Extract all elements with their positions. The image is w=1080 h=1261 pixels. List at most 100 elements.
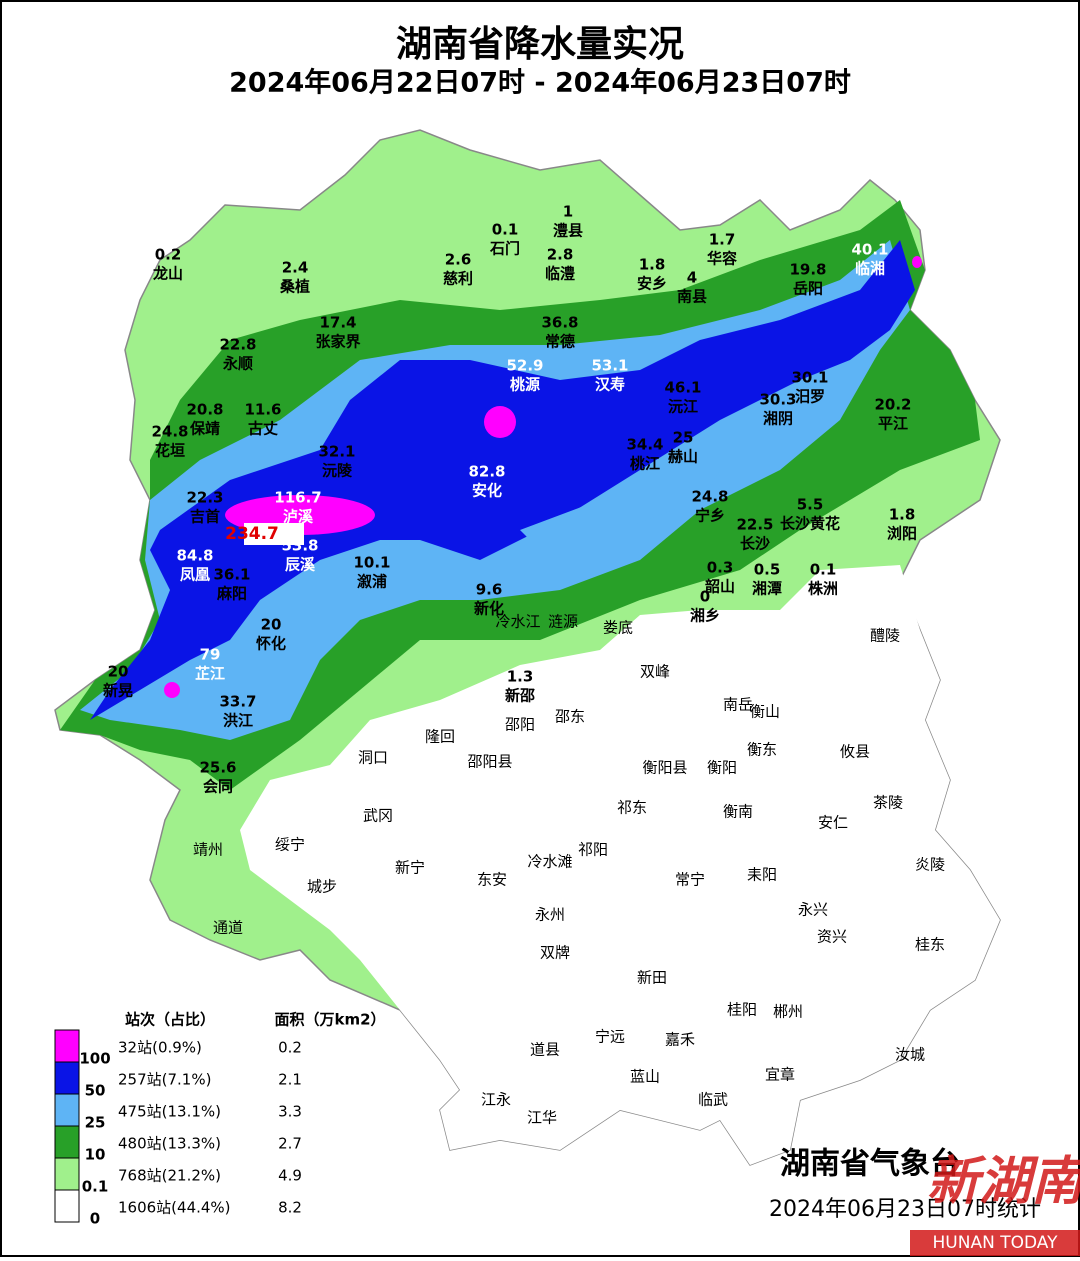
place-name: 郴州 (773, 1003, 803, 1021)
station-name: 汉寿 (595, 376, 625, 394)
place-name: 永兴 (798, 901, 828, 919)
legend-count: 480站(13.3%) (118, 1135, 221, 1153)
station-value: 11.6 (244, 401, 281, 419)
station-value: 36.1 (213, 566, 250, 584)
place-name: 常宁 (675, 871, 705, 889)
station-name: 南县 (677, 288, 707, 306)
legend-count: 475站(13.1%) (118, 1103, 221, 1121)
station-value: 84.8 (176, 547, 213, 565)
station-value: 1.8 (889, 506, 916, 524)
legend-area: 0.2 (278, 1039, 302, 1057)
station-value: 25 (673, 429, 694, 447)
legend-swatch (54, 1189, 80, 1223)
station-value: 1 (563, 203, 573, 221)
legend-count-header: 站次（占比） (125, 1011, 215, 1029)
place-name: 炎陵 (915, 856, 945, 874)
place-name: 宜章 (765, 1066, 795, 1084)
station-name: 株洲 (808, 580, 838, 598)
legend-area: 8.2 (278, 1199, 302, 1217)
place-name: 东安 (477, 871, 507, 889)
station-name: 临湘 (855, 260, 885, 278)
legend-break: 0.1 (82, 1178, 109, 1196)
station-name: 芷江 (195, 665, 225, 683)
station-name: 湘乡 (690, 607, 720, 625)
peak-label-bg (244, 523, 304, 545)
station-name: 沅陵 (322, 462, 353, 480)
station-name: 泸溪 (283, 508, 314, 526)
station-value: 4 (687, 269, 697, 287)
legend-count: 768站(21.2%) (118, 1167, 221, 1185)
station-name: 溆浦 (357, 573, 387, 591)
place-name: 邵阳县 (467, 753, 512, 771)
station-name: 新晃 (103, 682, 133, 700)
station-name: 长沙 (740, 535, 770, 553)
station-value: 20 (108, 663, 129, 681)
place-name: 衡阳 (707, 759, 737, 777)
place-name: 衡东 (747, 741, 777, 759)
place-name: 双牌 (540, 944, 570, 962)
station-name: 吉首 (190, 508, 220, 526)
station-name: 桃源 (510, 376, 540, 394)
station-value: 53.8 (281, 537, 318, 555)
station-value: 2.4 (282, 259, 309, 277)
station-value: 0.3 (707, 559, 734, 577)
station-value: 0 (700, 588, 710, 606)
place-name: 安仁 (818, 814, 848, 832)
station-name: 澧县 (553, 222, 583, 240)
station-name: 桃江 (630, 455, 660, 473)
station-name: 湘阴 (763, 410, 793, 428)
station-name: 张家界 (315, 333, 360, 351)
legend-break: 25 (85, 1114, 106, 1132)
place-name: 江永 (481, 1091, 511, 1109)
place-name: 道县 (530, 1041, 560, 1059)
legend-break: 50 (85, 1082, 106, 1100)
station-value: 1.7 (709, 231, 736, 249)
place-name: 靖州 (193, 841, 223, 859)
place-name: 冷水滩 (527, 853, 572, 871)
place-name: 娄底 (603, 619, 633, 637)
station-value: 19.8 (789, 261, 826, 279)
station-name: 石门 (489, 240, 520, 258)
station-value: 1.8 (639, 256, 666, 274)
station-name: 韶山 (705, 578, 735, 596)
station-value: 33.7 (219, 693, 256, 711)
station-value: 30.1 (791, 369, 828, 387)
place-name: 新宁 (395, 859, 425, 877)
place-name: 冷水江 (495, 613, 540, 631)
station-value: 79 (200, 646, 221, 664)
station-value: 34.4 (626, 436, 663, 454)
station-value: 82.8 (468, 463, 505, 481)
station-name: 凤凰 (180, 566, 210, 584)
place-name: 祁东 (617, 799, 647, 817)
place-name: 绥宁 (275, 836, 305, 854)
station-name: 会同 (203, 778, 233, 796)
legend-area: 3.3 (278, 1103, 302, 1121)
place-name: 宁远 (595, 1028, 625, 1046)
station-value: 46.1 (664, 379, 701, 397)
station-name: 长沙黄花 (780, 515, 840, 533)
place-name: 隆回 (425, 728, 455, 746)
legend-swatch (54, 1157, 80, 1191)
place-name: 衡南 (723, 803, 753, 821)
station-value: 17.4 (319, 314, 356, 332)
station-name: 常德 (545, 333, 575, 351)
station-name: 新化 (474, 600, 504, 618)
station-name: 平江 (878, 415, 908, 433)
station-name: 汨罗 (795, 388, 825, 406)
legend-area: 2.7 (278, 1135, 302, 1153)
place-name: 通道 (213, 919, 243, 937)
place-name: 邵东 (555, 708, 585, 726)
station-value: 53.1 (591, 357, 628, 375)
place-name: 邵阳 (505, 716, 535, 734)
station-value: 32.1 (318, 443, 355, 461)
place-name: 资兴 (817, 928, 847, 946)
place-name: 衡阳县 (642, 759, 687, 777)
legend-area-header: 面积（万km2） (274, 1011, 385, 1029)
station-value: 2.8 (547, 246, 574, 264)
place-name: 攸县 (840, 743, 870, 761)
station-name: 湘潭 (752, 580, 782, 598)
station-name: 桑植 (280, 278, 310, 296)
station-value: 5.5 (797, 496, 824, 514)
place-name: 桂东 (915, 936, 945, 954)
